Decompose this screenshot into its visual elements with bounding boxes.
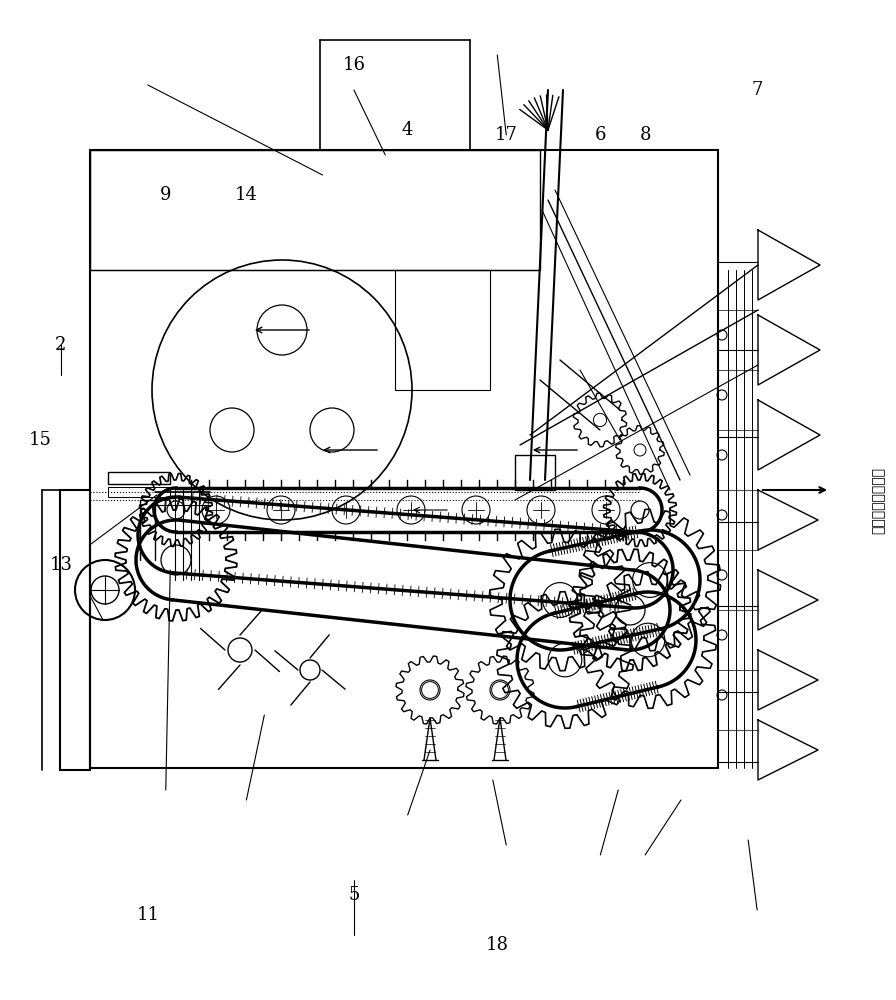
Text: 14: 14 bbox=[235, 186, 258, 204]
Bar bbox=[90, 150, 540, 270]
Text: 7: 7 bbox=[752, 81, 762, 99]
Text: 9: 9 bbox=[160, 186, 171, 204]
Bar bbox=[515, 455, 555, 490]
Bar bbox=[108, 472, 170, 484]
Text: 8: 8 bbox=[640, 126, 650, 144]
Text: 18: 18 bbox=[486, 936, 509, 954]
Bar bbox=[108, 487, 170, 497]
Text: 13: 13 bbox=[49, 556, 73, 574]
Text: 4: 4 bbox=[402, 121, 413, 139]
Text: 17: 17 bbox=[495, 126, 518, 144]
Text: 5: 5 bbox=[349, 886, 359, 904]
Text: 15: 15 bbox=[29, 431, 52, 449]
Bar bbox=[90, 150, 718, 768]
Text: 6: 6 bbox=[595, 126, 606, 144]
Text: 11: 11 bbox=[136, 906, 159, 924]
Bar bbox=[395, 270, 490, 390]
Text: 作物由此进入割台: 作物由此进入割台 bbox=[871, 466, 885, 534]
Text: 16: 16 bbox=[342, 56, 366, 74]
Text: 2: 2 bbox=[56, 336, 66, 354]
